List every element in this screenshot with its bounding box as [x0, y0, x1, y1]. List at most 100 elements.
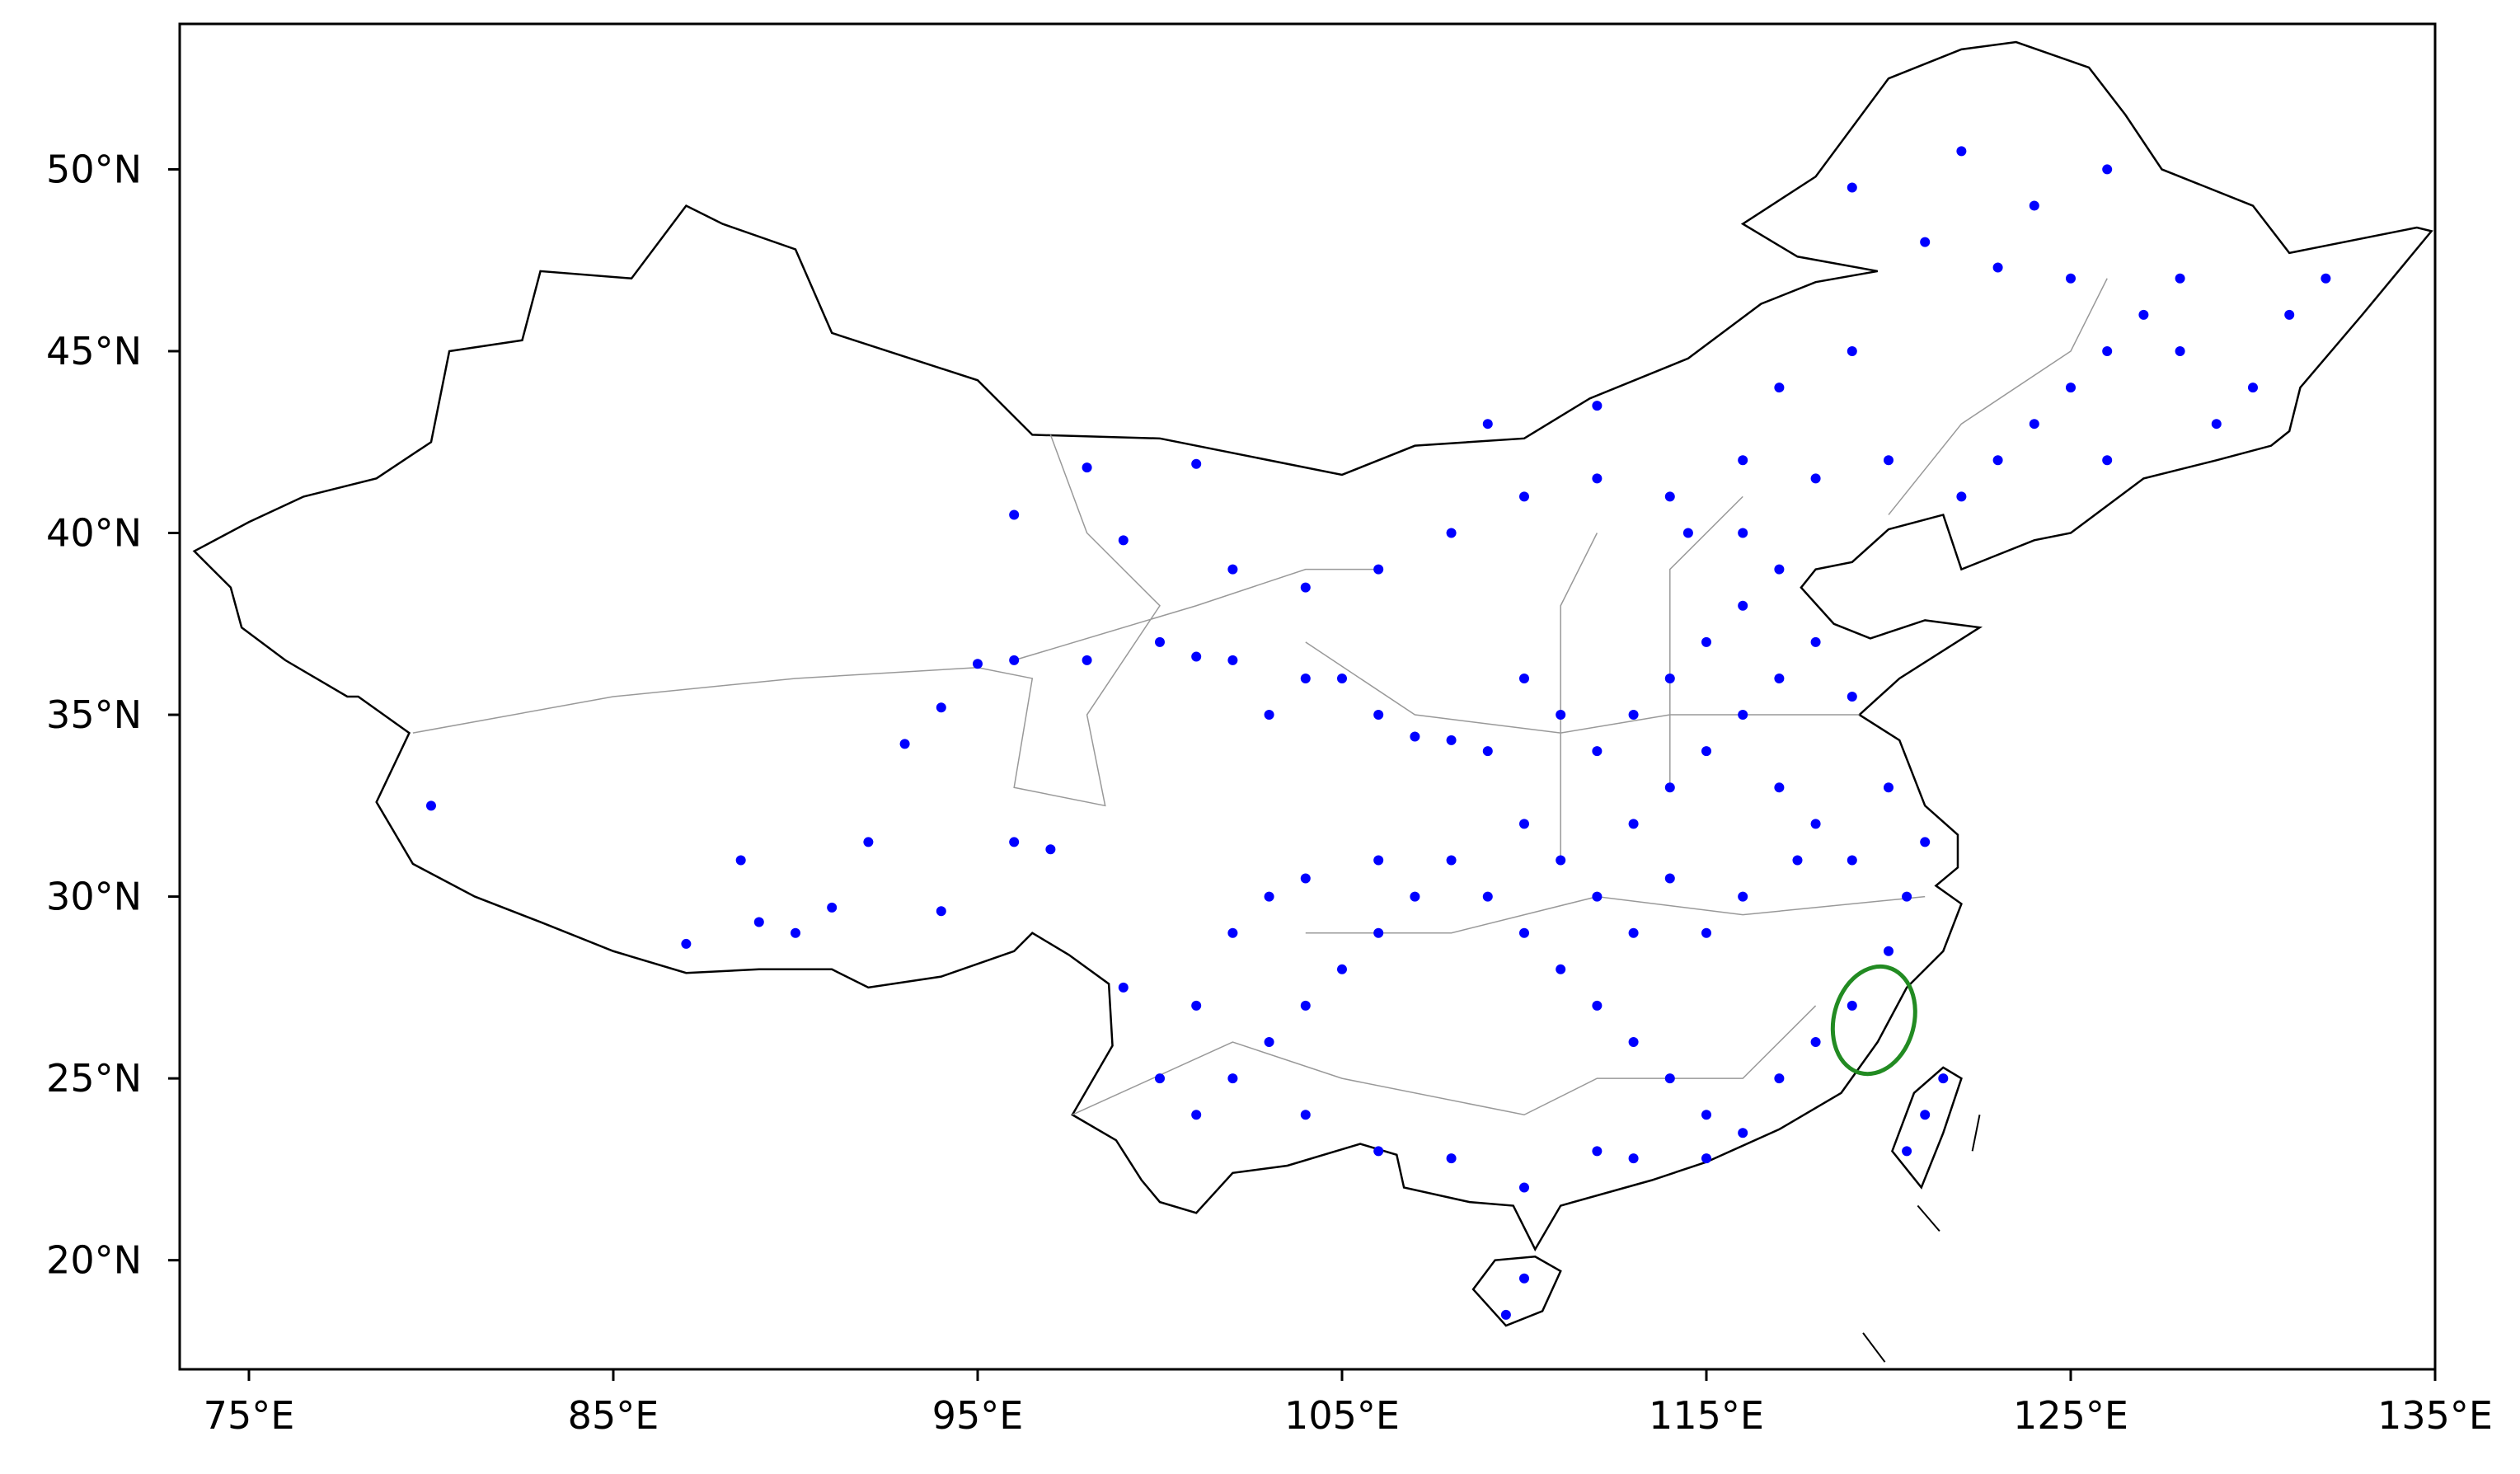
station-point	[1300, 1110, 1311, 1120]
station-point	[1373, 855, 1384, 866]
station-point	[1847, 345, 1857, 356]
station-point	[2175, 345, 2185, 356]
plot-frame	[178, 22, 2437, 1371]
y-tick-label: 45°N	[46, 329, 142, 373]
x-tick-label: 135°E	[2377, 1393, 2493, 1438]
station-point	[1446, 855, 1457, 866]
station-point	[1500, 1309, 1511, 1320]
station-point	[1082, 462, 1092, 473]
station-point	[1373, 1146, 1384, 1157]
y-tick-label: 20°N	[46, 1238, 142, 1283]
station-point	[1300, 873, 1311, 884]
station-point	[1956, 491, 1967, 502]
station-point	[681, 938, 692, 949]
station-point	[1592, 891, 1603, 902]
station-point	[1300, 1000, 1311, 1011]
station-point	[1774, 673, 1785, 683]
station-point	[1556, 964, 1566, 974]
station-point	[1628, 819, 1639, 829]
y-tick-label: 30°N	[46, 875, 142, 919]
station-point	[1847, 692, 1857, 702]
station-point	[1592, 1146, 1603, 1157]
station-point	[1300, 673, 1311, 683]
station-point	[2102, 164, 2113, 175]
station-point	[1992, 262, 2003, 273]
station-point	[863, 837, 874, 847]
station-point	[2138, 309, 2149, 320]
station-point	[1628, 710, 1639, 721]
station-point	[2102, 345, 2113, 356]
station-point	[1664, 491, 1675, 502]
station-point	[1883, 782, 1894, 793]
station-point	[1482, 419, 1493, 430]
station-point	[1592, 401, 1603, 411]
station-point	[1738, 1128, 1748, 1138]
station-point	[1264, 891, 1274, 902]
y-tick-label: 50°N	[46, 147, 142, 191]
station-point	[1118, 535, 1129, 546]
station-point	[1738, 528, 1748, 538]
station-point	[1774, 782, 1785, 793]
station-point	[2211, 419, 2222, 430]
station-point	[1902, 891, 1912, 902]
station-point	[1810, 819, 1821, 829]
station-point	[1810, 1037, 1821, 1048]
station-point	[1792, 855, 1803, 866]
y-tick-label: 25°N	[46, 1056, 142, 1101]
station-point	[1300, 582, 1311, 593]
station-point	[735, 855, 746, 866]
station-point	[2029, 419, 2039, 430]
station-point	[936, 702, 946, 713]
country-border	[195, 42, 2432, 1326]
station-point	[1518, 1273, 1529, 1284]
station-point	[1810, 473, 1821, 484]
station-point	[1191, 651, 1202, 662]
station-point	[2321, 273, 2331, 284]
station-point	[2175, 273, 2185, 284]
station-point	[1264, 1037, 1274, 1048]
highlight-ellipse	[1830, 964, 1917, 1077]
station-point	[1556, 710, 1566, 721]
station-point	[1920, 837, 1931, 847]
station-point	[1738, 455, 1748, 466]
station-point	[1738, 891, 1748, 902]
station-point	[1410, 891, 1420, 902]
station-point	[790, 927, 800, 938]
station-point	[1118, 982, 1129, 993]
stations	[425, 146, 2331, 1320]
station-point	[2065, 383, 2076, 393]
station-point	[827, 902, 838, 913]
station-point	[1556, 855, 1566, 866]
station-point	[1373, 564, 1384, 575]
station-point	[1227, 564, 1238, 575]
station-point	[1628, 1037, 1639, 1048]
station-point	[1938, 1073, 1949, 1084]
station-point	[1009, 655, 1020, 665]
station-point	[1628, 1153, 1639, 1164]
station-point	[936, 906, 946, 917]
station-point	[1336, 964, 1347, 974]
station-point	[1592, 746, 1603, 757]
station-point	[1518, 819, 1529, 829]
station-point	[753, 917, 764, 927]
station-point	[2065, 273, 2076, 284]
y-tick-label: 40°N	[46, 511, 142, 556]
station-point	[899, 739, 910, 749]
station-point	[1482, 746, 1493, 757]
station-point	[1082, 655, 1092, 665]
station-point	[1373, 710, 1384, 721]
station-point	[1992, 455, 2003, 466]
station-point	[1264, 710, 1274, 721]
station-point	[2029, 200, 2039, 211]
station-point	[1701, 636, 1711, 647]
station-point	[1664, 873, 1675, 884]
station-point	[1518, 1182, 1529, 1193]
station-point	[1446, 735, 1457, 745]
station-point	[1920, 237, 1931, 247]
station-point	[1682, 528, 1693, 538]
station-point	[1154, 636, 1165, 647]
station-point	[1920, 1110, 1931, 1120]
station-point	[1191, 1000, 1202, 1011]
station-point	[1847, 1000, 1857, 1011]
